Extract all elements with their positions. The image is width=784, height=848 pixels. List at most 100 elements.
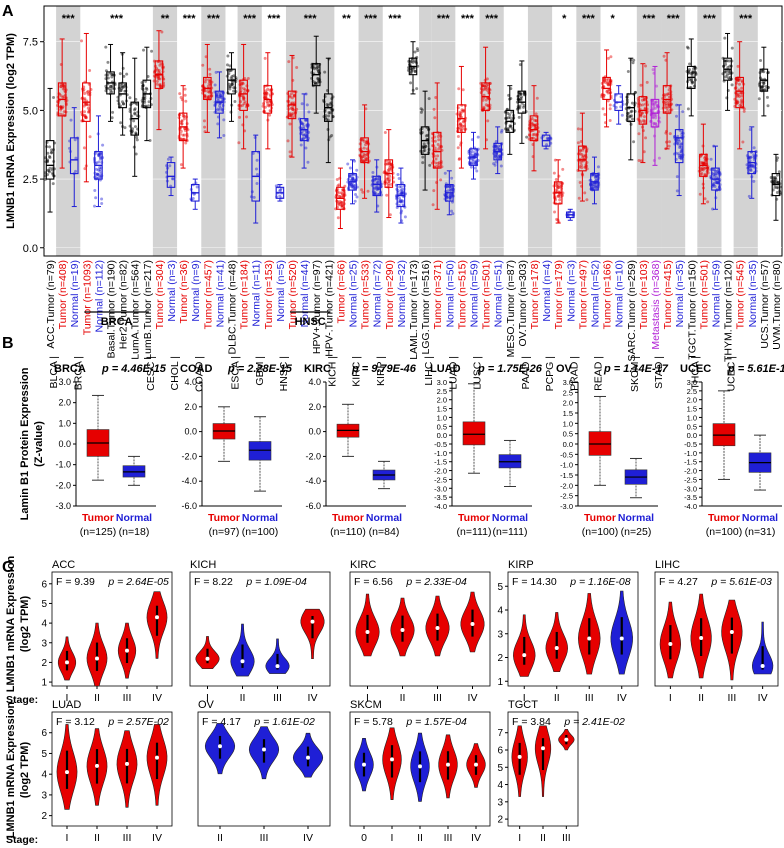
y-axis-title: LMNB1 mRNA Expression [5, 701, 17, 838]
sample-point [289, 112, 293, 116]
sample-point [409, 67, 413, 71]
sample-point [496, 144, 500, 148]
sample-point [183, 128, 187, 132]
sample-point [119, 121, 123, 125]
sample-point [361, 155, 365, 159]
group-label-normal: Normal [116, 512, 152, 524]
sample-point [48, 145, 52, 149]
violin-panel-cancer: ACC [52, 559, 75, 571]
sample-point [242, 87, 246, 91]
y-tick-label: -1.5 [434, 458, 447, 467]
sample-point [447, 185, 451, 189]
sample-point [376, 181, 380, 185]
sample-point [458, 114, 462, 118]
sample-point [179, 95, 183, 99]
sample-point [158, 83, 162, 87]
sample-point [94, 173, 98, 177]
sample-point [286, 139, 290, 143]
sample-point [450, 209, 454, 213]
sample-point [228, 64, 232, 68]
sample-point [110, 116, 114, 120]
sample-point [133, 112, 137, 116]
significance-esca: *** [243, 13, 257, 25]
sample-point [608, 103, 612, 107]
sample-point [558, 195, 562, 199]
sample-point [606, 81, 610, 85]
sample-point [398, 197, 402, 201]
x-tick-label: Normal (n=52) [589, 260, 601, 327]
sample-point [423, 148, 427, 152]
sample-point [471, 159, 475, 163]
sample-point [508, 113, 512, 117]
stage-tick-label: IV [308, 692, 318, 704]
sample-point [143, 96, 147, 100]
sample-point [122, 102, 126, 106]
sample-point [233, 100, 237, 104]
sample-point [156, 76, 160, 80]
sample-point [701, 168, 705, 172]
panel-b-protein-boxplots: Lamin B1 Protein Expression (Z-value) BRCA… [19, 363, 784, 538]
sample-point [469, 161, 473, 165]
sample-point [727, 72, 731, 76]
sample-point [118, 72, 122, 76]
protein-panel-cancer: OV [556, 363, 573, 375]
sample-point [436, 154, 440, 158]
sample-point [400, 191, 404, 195]
sample-point [462, 109, 466, 113]
y-tick-label: -1.5 [684, 458, 697, 467]
sample-point [415, 47, 419, 51]
sample-point [181, 137, 185, 141]
y-tick-label: 2 [41, 811, 47, 822]
sample-point [685, 45, 689, 49]
violin-median-dot [125, 648, 129, 653]
sample-point [216, 98, 220, 102]
sample-point [337, 201, 341, 205]
sample-point [289, 114, 293, 118]
sample-point [374, 177, 378, 181]
sample-point [158, 63, 162, 67]
sample-point [263, 56, 267, 60]
group-code-label: HNSC | [278, 356, 290, 391]
sample-point [337, 194, 341, 198]
sample-point [629, 110, 633, 114]
sample-point [396, 173, 400, 177]
x-tick-label: Normal (n=32) [396, 260, 408, 327]
violin-panel-pvalue: p = 1.09E-04 [245, 576, 307, 588]
group-code-label: BLCA | [48, 356, 60, 389]
violin-median-dot [564, 737, 569, 742]
sample-point [352, 185, 356, 189]
box-tumor [462, 421, 486, 446]
y-tick-label: 0.0 [184, 427, 197, 437]
sample-point [118, 82, 122, 86]
sample-point [364, 141, 368, 145]
sample-point [553, 210, 557, 214]
y-tick-label: -0.5 [434, 440, 447, 449]
x-tick-label: Tumor (n=304) [154, 260, 166, 329]
group-label-tumor: Tumor [82, 512, 114, 524]
group-code-label: LIHC | [423, 356, 435, 386]
sample-point [630, 101, 634, 105]
sample-point [83, 110, 87, 114]
sample-point [662, 54, 666, 58]
sample-point [730, 46, 734, 50]
sample-point [448, 195, 452, 199]
y-axis-title-unit: (log2 TPM) [19, 742, 31, 799]
sample-point [216, 122, 220, 126]
sample-point [363, 158, 367, 162]
group-code-label: PCPG | [544, 356, 556, 391]
sample-point [362, 146, 366, 150]
significance-lusc: *** [485, 13, 499, 25]
violin-median-dot [306, 755, 310, 760]
sample-point [474, 161, 478, 165]
box-dlbc [227, 68, 236, 95]
sample-point [82, 98, 86, 102]
y-tick-label: -4.0 [684, 502, 697, 511]
sample-point [691, 70, 695, 74]
sample-point [99, 174, 103, 178]
stage-tick-label: III [433, 692, 442, 704]
y-axis-title-unit: (Z-value) [33, 421, 45, 467]
sample-point [498, 154, 502, 158]
sample-point [409, 59, 413, 63]
sample-point [184, 141, 188, 145]
protein-panel-cancer: COAD [180, 363, 212, 375]
